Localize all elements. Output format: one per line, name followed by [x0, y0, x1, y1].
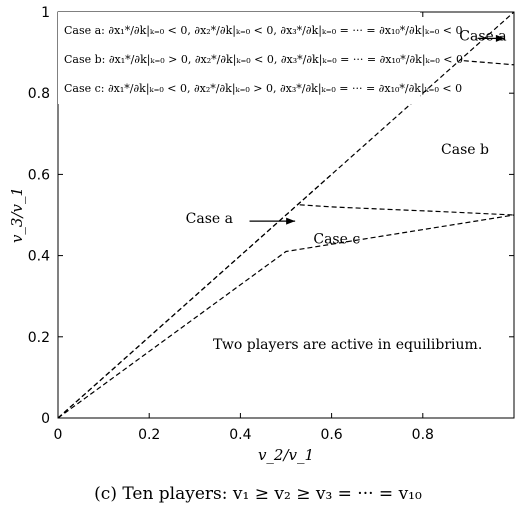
y-tick-label: 0.6 — [28, 167, 50, 183]
annotation-2: Case b — [441, 142, 489, 158]
series-lines — [57, 11, 515, 419]
arrow-head — [286, 217, 296, 225]
annotation-1: Case a — [459, 28, 506, 44]
legend-line-case-c: Case c: ∂x₁*/∂k|ₖ₌₀ < 0, ∂x₂*/∂k|ₖ₌₀ > 0… — [64, 82, 462, 96]
arrow-head — [495, 34, 505, 42]
y-axis: 0 0.2 0.4 0.6 0.8 1 — [28, 5, 514, 427]
annotation-3: Case a — [186, 211, 233, 227]
annotation-5: Two players are active in equilibrium. — [213, 337, 482, 353]
y-axis-label: v_3/v_1 — [8, 187, 26, 243]
x-tick-label: 0.4 — [229, 427, 251, 443]
x-tick-label: 0.2 — [138, 427, 160, 443]
boundary-line-5 — [463, 60, 515, 66]
x-tick-label: 0 — [54, 427, 63, 443]
annotation-4: Case c — [313, 231, 360, 247]
annotations: Case a Case b Case a Case c Two players are … — [186, 28, 507, 353]
boundary-line-2 — [57, 173, 332, 419]
y-tick-label: 0 — [41, 411, 50, 427]
legend-line-case-b: Case b: ∂x₁*/∂k|ₖ₌₀ > 0, ∂x₂*/∂k|ₖ₌₀ < 0… — [64, 53, 463, 67]
legend-line-case-a: Case a: ∂x₁*/∂k|ₖ₌₀ < 0, ∂x₂*/∂k|ₖ₌₀ < 0… — [64, 24, 463, 38]
x-tick-label: 0.6 — [320, 427, 342, 443]
figure-caption: (c) Ten players: v₁ ≥ v₂ ≥ v₃ = ··· = v₁… — [94, 484, 422, 504]
chart: 0 0.2 0.4 0.6 0.8 00.20.40.60.81 Case aCase … — [8, 5, 515, 464]
x-axis-label: v_2/v_1 — [258, 446, 314, 464]
x-tick-label: 0.8 — [412, 427, 434, 443]
legend-box — [58, 12, 420, 104]
y-tick-label: 1 — [41, 5, 50, 21]
boundary-line-3 — [57, 214, 515, 419]
y-tick-label: 0.2 — [28, 330, 50, 346]
y-tick-label: 0.8 — [28, 86, 50, 102]
boundary-line-4 — [299, 204, 515, 216]
y-tick-label: 0.4 — [28, 249, 50, 265]
